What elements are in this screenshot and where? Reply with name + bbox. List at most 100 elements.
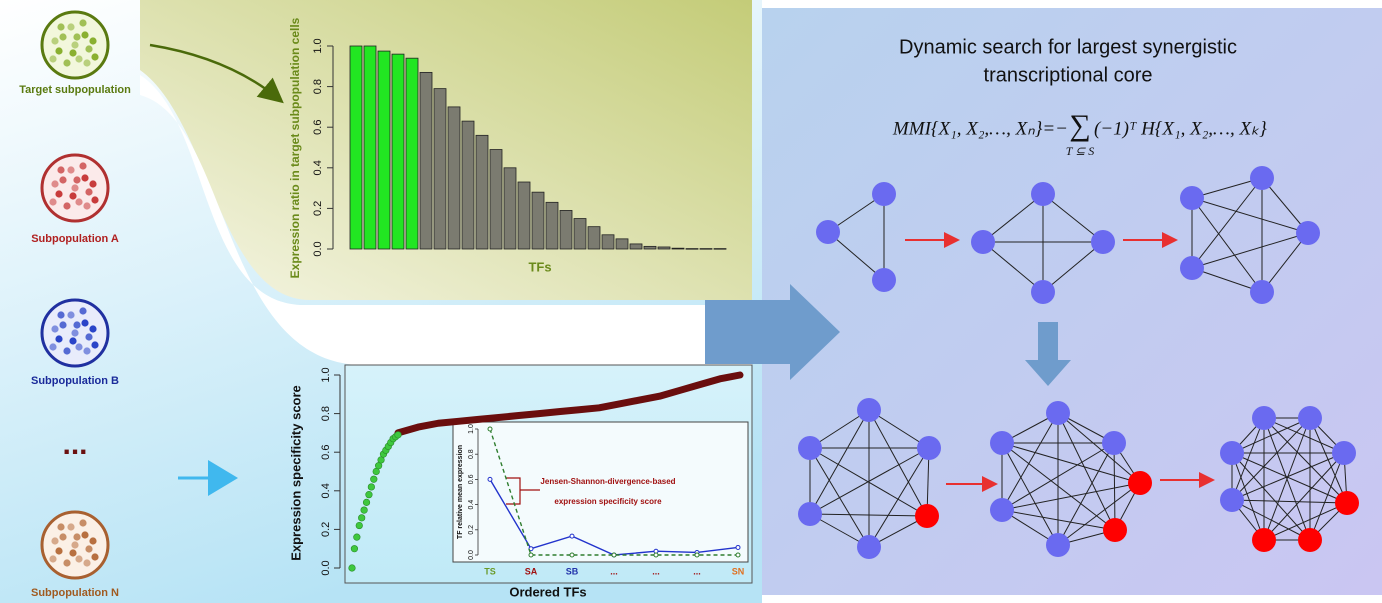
cell xyxy=(63,59,70,66)
node xyxy=(1031,182,1055,206)
bar xyxy=(644,246,656,249)
node xyxy=(1298,528,1322,552)
bar xyxy=(672,248,684,249)
cell xyxy=(79,19,86,26)
y-tick-label: 0.8 xyxy=(320,406,332,421)
cell xyxy=(71,41,78,48)
node xyxy=(1332,441,1356,465)
cell xyxy=(85,545,92,552)
x-tick-label: TS xyxy=(484,566,496,576)
cell xyxy=(57,523,64,530)
node xyxy=(1335,491,1359,515)
inset-point xyxy=(654,553,658,557)
y-tick-label: 0.6 xyxy=(312,120,324,135)
bar xyxy=(490,150,502,249)
cell xyxy=(67,23,74,30)
cell xyxy=(63,202,70,209)
cell xyxy=(89,537,96,544)
cell xyxy=(51,37,58,44)
node xyxy=(872,268,896,292)
inset-y-label: TF relative mean expression xyxy=(457,445,464,539)
cell xyxy=(67,166,74,173)
bar xyxy=(560,210,572,249)
cell xyxy=(79,519,86,526)
node xyxy=(1046,401,1070,425)
bar xyxy=(700,249,712,250)
cell xyxy=(59,321,66,328)
cell xyxy=(85,333,92,340)
node xyxy=(1250,280,1274,304)
cell xyxy=(91,196,98,203)
bar xyxy=(448,107,460,249)
right-title: Dynamic search for largest synergistic xyxy=(899,36,1237,58)
cell xyxy=(57,166,64,173)
target-label: Target subpopulation xyxy=(19,84,131,96)
bar xyxy=(616,239,628,249)
cell xyxy=(73,176,80,183)
bar xyxy=(392,54,404,249)
cell xyxy=(51,537,58,544)
bar xyxy=(658,247,670,249)
node xyxy=(1180,186,1204,210)
cell xyxy=(73,321,80,328)
subpop-b-label: Subpopulation B xyxy=(31,375,119,387)
bar-x-label: TFs xyxy=(528,259,551,274)
bar xyxy=(434,89,446,249)
node xyxy=(1091,230,1115,254)
cell xyxy=(73,533,80,540)
cell xyxy=(79,162,86,169)
node xyxy=(857,535,881,559)
bar xyxy=(546,202,558,249)
cell xyxy=(69,337,76,344)
node xyxy=(798,502,822,526)
cell xyxy=(89,37,96,44)
inset-point xyxy=(570,534,574,538)
bar xyxy=(462,121,474,249)
cell xyxy=(63,347,70,354)
y-tick-label: 0.4 xyxy=(320,483,332,498)
x-tick-label: SN xyxy=(732,566,745,576)
green-point xyxy=(361,507,368,514)
node xyxy=(816,220,840,244)
subpop-n-label: Subpopulation N xyxy=(31,587,119,599)
cell xyxy=(69,549,76,556)
inset-annotation: expression specificity score xyxy=(554,497,662,506)
bar xyxy=(602,235,614,249)
green-point xyxy=(366,491,373,498)
node xyxy=(971,230,995,254)
inset-point xyxy=(612,553,616,557)
bar xyxy=(420,72,432,249)
cell xyxy=(91,553,98,560)
y-tick-label: 0.0 xyxy=(468,550,475,560)
y-tick-label: 0.6 xyxy=(320,445,332,460)
cell xyxy=(69,49,76,56)
node xyxy=(1046,533,1070,557)
node xyxy=(872,182,896,206)
green-point xyxy=(370,476,377,483)
node xyxy=(990,498,1014,522)
cell xyxy=(51,180,58,187)
bar xyxy=(378,51,390,249)
y-tick-label: 0.8 xyxy=(312,79,324,94)
y-tick-label: 1.0 xyxy=(312,38,324,53)
ellipsis: ... xyxy=(62,428,87,461)
formula-sum: ∑ xyxy=(1069,109,1090,142)
x-tick-label: SB xyxy=(566,566,579,576)
x-tick-label: ... xyxy=(652,566,660,576)
inset-point xyxy=(570,553,574,557)
cell xyxy=(75,343,82,350)
cell xyxy=(91,53,98,60)
y-tick-label: 0.4 xyxy=(468,500,475,510)
node xyxy=(857,398,881,422)
cell xyxy=(83,559,90,566)
x-tick-label: ... xyxy=(610,566,618,576)
cell xyxy=(55,335,62,342)
cell xyxy=(49,55,56,62)
cell xyxy=(81,174,88,181)
node xyxy=(917,436,941,460)
green-point xyxy=(351,545,358,552)
cell xyxy=(63,559,70,566)
cell xyxy=(73,33,80,40)
green-point xyxy=(363,499,370,506)
cell xyxy=(75,555,82,562)
